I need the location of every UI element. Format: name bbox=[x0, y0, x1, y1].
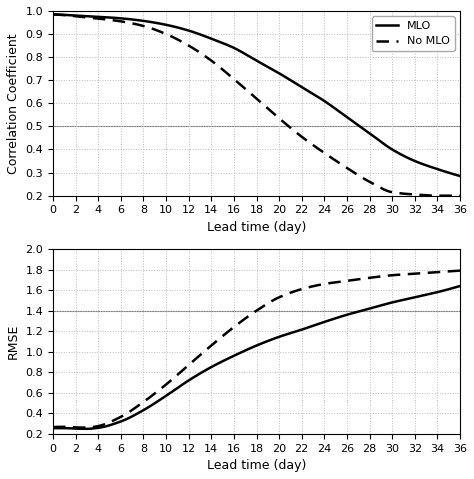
No MLO bbox=[244, 314, 250, 320]
MLO bbox=[457, 283, 463, 289]
No MLO bbox=[83, 425, 89, 431]
No MLO bbox=[270, 111, 276, 116]
Line: MLO: MLO bbox=[53, 286, 460, 429]
MLO bbox=[244, 347, 250, 353]
No MLO bbox=[246, 89, 252, 95]
MLO bbox=[292, 80, 298, 86]
Y-axis label: RMSE: RMSE bbox=[7, 324, 20, 359]
MLO bbox=[50, 11, 56, 17]
No MLO bbox=[292, 129, 298, 135]
No MLO bbox=[50, 424, 56, 430]
MLO bbox=[270, 67, 276, 73]
No MLO bbox=[384, 188, 390, 194]
MLO bbox=[244, 52, 249, 57]
MLO bbox=[384, 301, 390, 307]
No MLO bbox=[435, 193, 441, 198]
MLO bbox=[448, 285, 454, 291]
MLO bbox=[447, 171, 453, 176]
MLO bbox=[293, 329, 299, 334]
MLO bbox=[246, 53, 252, 59]
X-axis label: Lead time (day): Lead time (day) bbox=[207, 459, 306, 472]
MLO bbox=[83, 426, 89, 432]
MLO bbox=[50, 425, 56, 431]
Legend: MLO, No MLO: MLO, No MLO bbox=[372, 16, 455, 51]
No MLO bbox=[247, 312, 253, 318]
MLO bbox=[247, 346, 253, 352]
No MLO bbox=[244, 87, 249, 92]
No MLO bbox=[50, 11, 56, 17]
MLO bbox=[457, 173, 463, 179]
No MLO bbox=[448, 268, 454, 274]
MLO bbox=[384, 143, 390, 149]
Line: No MLO: No MLO bbox=[53, 14, 460, 195]
Line: MLO: MLO bbox=[53, 14, 460, 176]
Y-axis label: Correlation Coefficient: Correlation Coefficient bbox=[7, 33, 20, 173]
MLO bbox=[271, 336, 277, 342]
Line: No MLO: No MLO bbox=[53, 271, 460, 428]
No MLO bbox=[457, 193, 463, 198]
No MLO bbox=[384, 273, 390, 279]
No MLO bbox=[271, 297, 277, 303]
No MLO bbox=[448, 193, 454, 198]
No MLO bbox=[293, 288, 299, 294]
No MLO bbox=[457, 268, 463, 274]
X-axis label: Lead time (day): Lead time (day) bbox=[207, 221, 306, 234]
